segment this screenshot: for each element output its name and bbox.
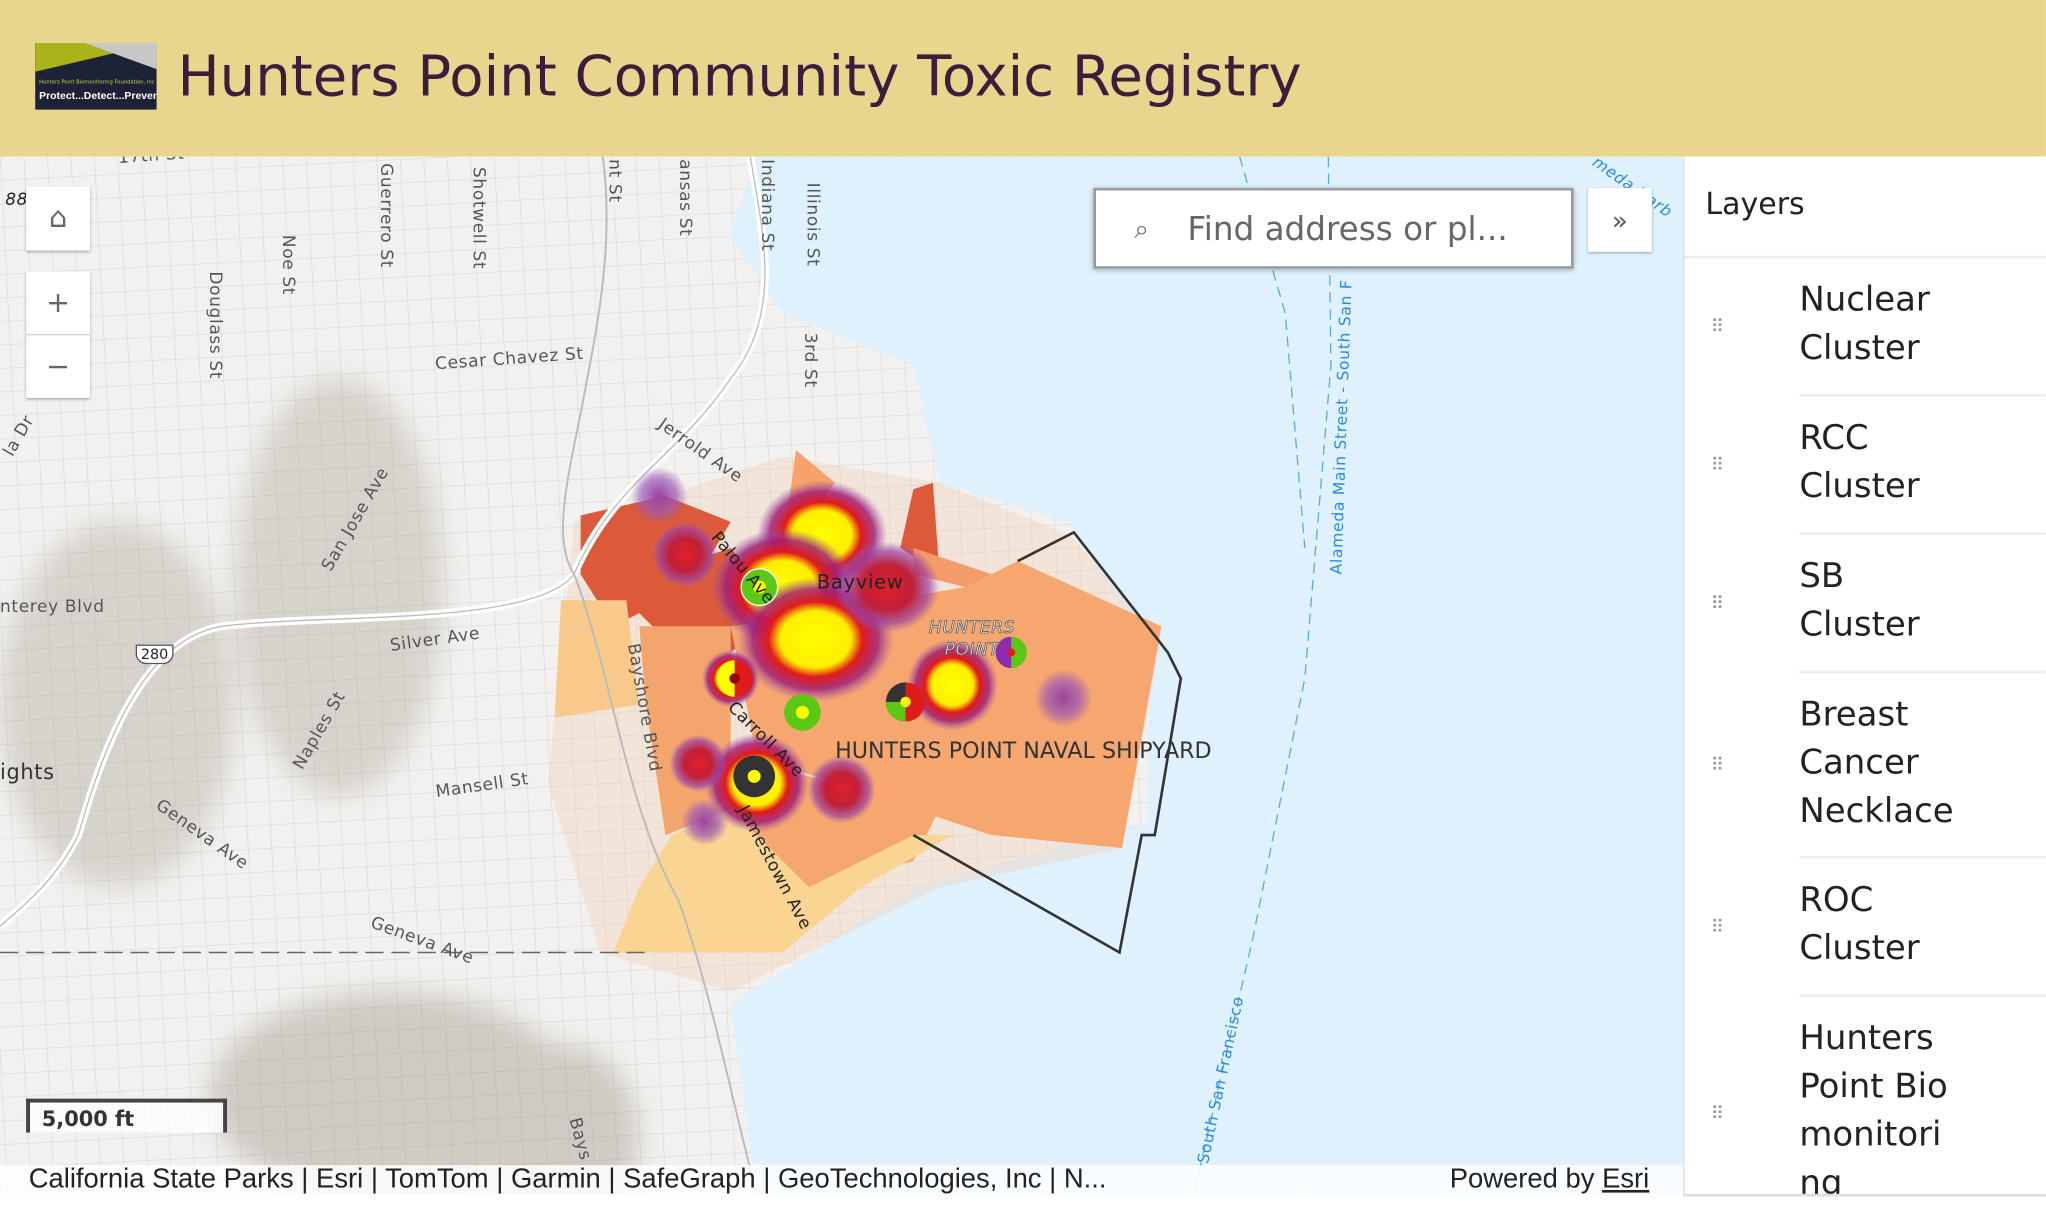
search-widget[interactable]: ⌕ Find address or pl... [1093,187,1574,269]
drag-handle-icon[interactable]: ⠿ [1710,455,1727,477]
app-title: Hunters Point Community Toxic Registry [177,44,1302,110]
drag-handle-icon[interactable]: ⠿ [1710,317,1727,338]
powered-by-label: Powered by [1449,1163,1595,1194]
search-icon: ⌕ [1134,212,1149,244]
cluster-markers [716,568,1027,798]
layer-item[interactable]: ⠿ SB Cluster [1684,535,2046,674]
app-header: Hunters Point Biomonitoring Foundation, … [0,0,2046,157]
street-label: nterey Blvd [0,597,105,618]
street-label: Shotwell St [468,167,488,270]
street-label: Douglass St [204,271,225,380]
search-input[interactable]: Find address or pl... [1187,209,1508,248]
layer-item[interactable]: ⠿ RCC Cluster [1684,397,2046,535]
layer-item[interactable]: ⠿ Breast Cancer Necklace [1684,673,2046,859]
layer-item[interactable]: ⠿ Hunters Point Biomonitoring [1710,1019,1948,1194]
layer-item[interactable]: ⠿ ROC Cluster [1684,859,2046,997]
layer-item[interactable]: ⠿ Nuclear Cluster [1684,258,2046,397]
street-label: ansas St [674,159,695,237]
attribution-text[interactable]: California State Parks | Esri | TomTom |… [28,1163,1107,1194]
neighborhood-label: ights [0,759,55,785]
neighborhood-label: HUNTERS POINT [929,618,1016,661]
street-label: Guerrero St [375,163,396,269]
home-button[interactable]: ⌂ [26,186,91,251]
drag-handle-icon[interactable]: ⠿ [1710,917,1727,939]
basemap [0,156,1684,1194]
panel-title: Layers [1684,157,2046,259]
drag-handle-icon[interactable]: ⠿ [1710,755,1727,777]
highway-shield: 280 [135,644,174,665]
street-label: Indiana St [756,159,777,252]
street-label: 3rd St [799,332,820,388]
panel-bottom-border [1683,1193,2046,1197]
street-label: Noe St [277,234,298,296]
area-label: HUNTERS POINT NAVAL SHIPYARD [835,738,1212,765]
map-view[interactable]: 17th St 88 Guerrero St Shotwell St Noe S… [0,156,1684,1194]
drag-handle-icon[interactable]: ⠿ [1710,593,1727,615]
drag-handle-icon[interactable]: ⠿ [1710,1103,1727,1125]
expand-panel-button[interactable]: » [1587,187,1652,252]
zoom-out-button[interactable]: − [26,335,91,398]
home-icon: ⌂ [48,202,68,235]
scale-bar: 5,000 ft [26,1098,228,1133]
layers-panel: Layers ⠿ Nuclear Cluster ⠿ RCC Cluster ⠿ SB… [1683,156,2046,1194]
street-label: Illinois St [802,182,823,267]
esri-link[interactable]: Esri [1602,1163,1650,1194]
attribution-bar: California State Parks | Esri | TomTom |… [0,1163,1684,1194]
foundation-logo: Hunters Point Biomonitoring Foundation, … [35,43,157,110]
street-label: nt St [604,159,624,203]
zoom-in-button[interactable]: + [26,271,91,336]
neighborhood-label: Bayview [816,570,904,594]
highway-label: 88 [5,190,29,211]
